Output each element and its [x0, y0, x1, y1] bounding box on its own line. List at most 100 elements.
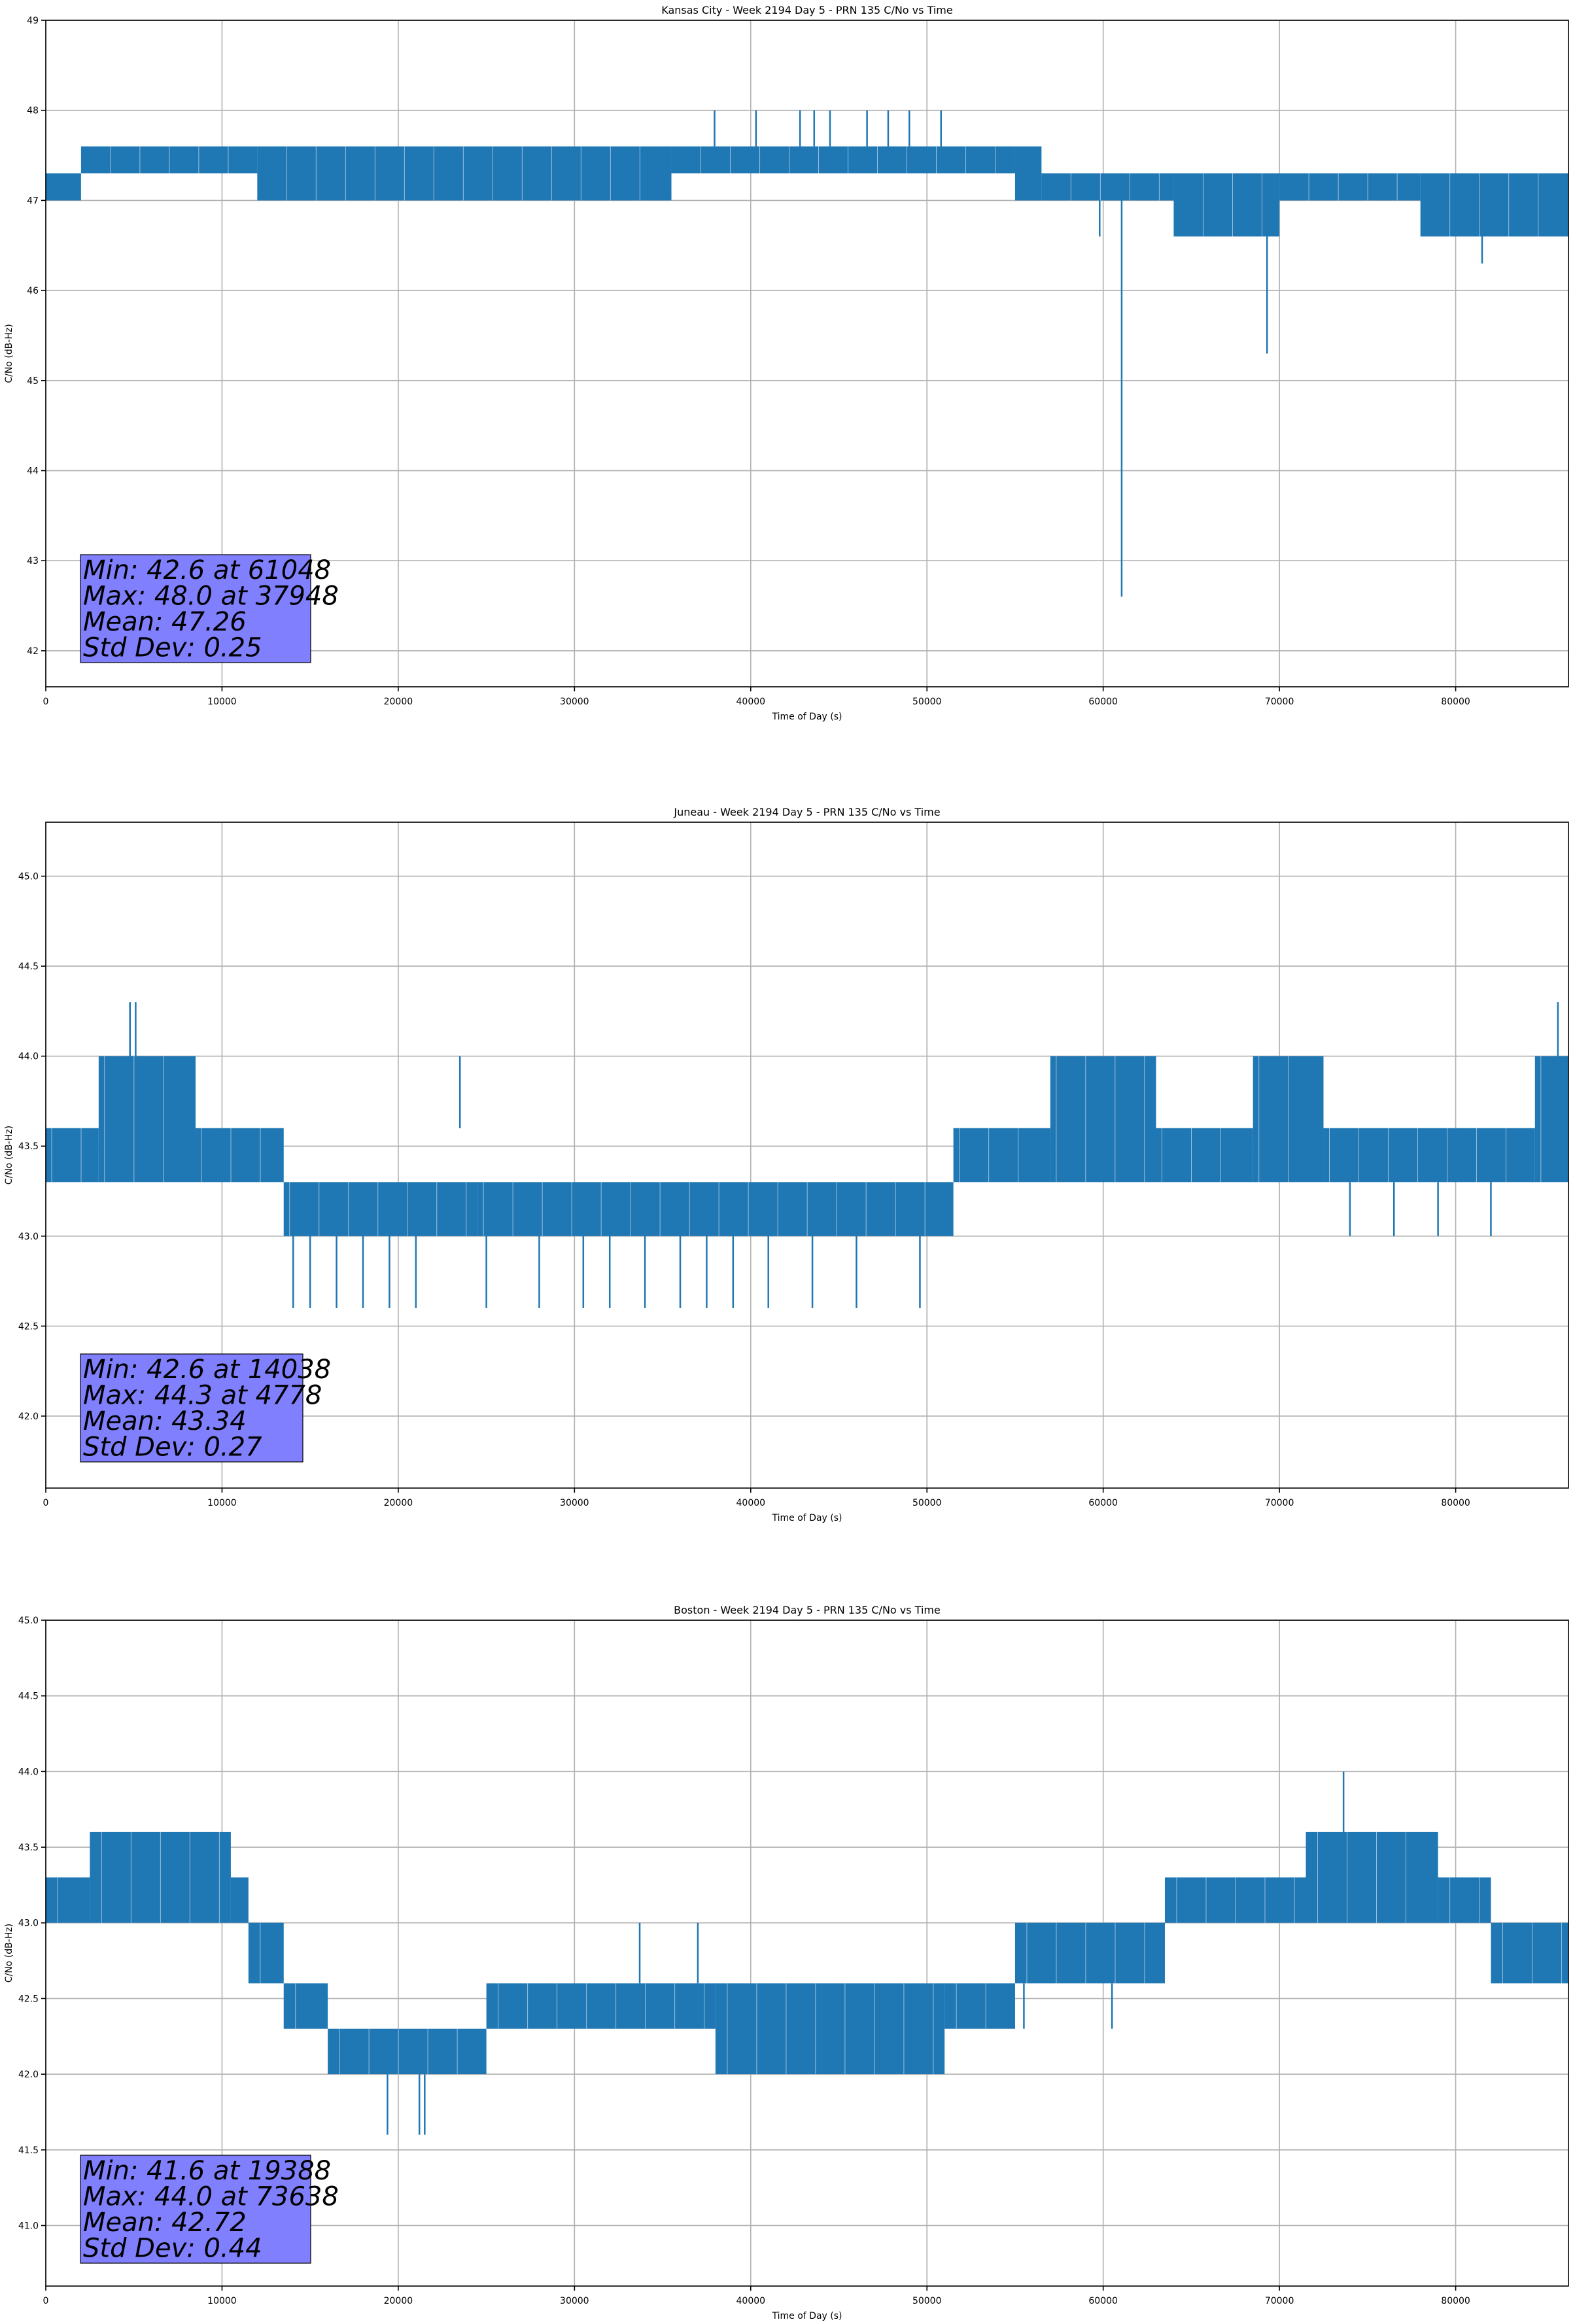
x-tick-label: 20000 [384, 697, 413, 707]
y-tick-label: 49 [27, 16, 39, 26]
chart-panel-2: 0 10000 20000 30000 40000 50000 60000 70000 8000… [4, 1604, 1569, 2321]
stats-max-text: Max: 44.3 at 4778 [83, 1381, 322, 1411]
x-tick-label: 0 [43, 1498, 49, 1508]
x-tick-label: 20000 [384, 2296, 413, 2306]
y-axis-label: C/No (dB-Hz) [4, 1126, 14, 1185]
x-tick-label: 20000 [384, 1498, 413, 1508]
chart-panel-0: 0 10000 20000 30000 40000 50000 60000 70000 8000… [4, 4, 1569, 722]
x-tick-label: 80000 [1441, 697, 1470, 707]
data-band [477, 1182, 954, 1236]
stats-min-text: Min: 42.6 at 14038 [83, 1355, 331, 1385]
x-tick-label: 10000 [207, 697, 237, 707]
data-band [230, 1877, 249, 1923]
y-tick-label: 42 [27, 646, 39, 657]
x-tick-label: 50000 [912, 1498, 942, 1508]
data-band [671, 146, 1015, 174]
stats-max-text: Max: 48.0 at 37948 [83, 581, 339, 612]
y-tick-label: 46 [27, 286, 39, 296]
y-tick-label: 42.0 [18, 1412, 39, 1422]
y-tick-label: 41.0 [18, 2221, 39, 2231]
y-tick-label: 44.0 [18, 1052, 39, 1062]
y-tick-label: 42.5 [18, 1994, 39, 2004]
stats-std-text: Std Dev: 0.27 [83, 1432, 262, 1463]
x-tick-label: 70000 [1265, 697, 1294, 707]
x-tick-label: 40000 [736, 697, 766, 707]
data-band [1491, 1922, 1568, 1984]
x-tick-label: 50000 [912, 697, 942, 707]
data-band [1173, 173, 1280, 237]
axes-frame [45, 20, 1569, 687]
y-axis-label: C/No (dB-Hz) [4, 1924, 14, 1983]
x-tick-label: 80000 [1441, 2296, 1470, 2306]
x-tick-label: 60000 [1088, 697, 1118, 707]
data-band [1420, 173, 1568, 237]
x-axis-label: Time of Day (s) [772, 712, 842, 722]
x-tick-label: 30000 [560, 2296, 589, 2306]
stats-max-text: Max: 44.0 at 73638 [83, 2182, 339, 2212]
data-band [1041, 173, 1174, 201]
stats-box [80, 2155, 311, 2264]
data-band [283, 1182, 478, 1236]
data-band [248, 1922, 284, 1984]
data-band [328, 2028, 487, 2075]
series-line [46, 1002, 1568, 1308]
data-band [486, 1983, 716, 2029]
y-tick-label: 42.0 [18, 2070, 39, 2080]
chart-title: Juneau - Week 2194 Day 5 - PRN 135 C/No … [673, 806, 940, 818]
y-tick-label: 44.5 [18, 962, 39, 972]
y-tick-label: 43 [27, 556, 39, 566]
y-tick-label: 43.0 [18, 1918, 39, 1929]
data-band [1279, 173, 1421, 201]
stats-mean-text: Mean: 47.26 [83, 607, 247, 637]
data-band [196, 1128, 284, 1183]
y-tick-label: 44.5 [18, 1691, 39, 1702]
data-band [1014, 1922, 1165, 1984]
data-band [1156, 1128, 1253, 1183]
data-band [944, 1983, 1015, 2029]
data-band [1014, 146, 1042, 201]
y-tick-label: 47 [27, 196, 39, 206]
x-tick-label: 40000 [736, 2296, 766, 2306]
x-tick-label: 70000 [1265, 2296, 1294, 2306]
stats-mean-text: Mean: 42.72 [83, 2208, 247, 2238]
data-band [715, 1983, 945, 2075]
stats-min-text: Min: 41.6 at 19388 [83, 2156, 331, 2186]
y-tick-label: 43.5 [18, 1141, 39, 1152]
axes-frame [45, 822, 1569, 1489]
x-tick-label: 0 [43, 2296, 49, 2306]
x-tick-label: 10000 [207, 1498, 237, 1508]
y-tick-label: 44 [27, 466, 39, 477]
y-tick-label: 45.0 [18, 872, 39, 882]
x-tick-label: 10000 [207, 2296, 237, 2306]
data-band [953, 1128, 1050, 1183]
y-tick-label: 41.5 [18, 2145, 39, 2156]
data-band [98, 1056, 196, 1183]
y-tick-label: 45 [27, 376, 39, 387]
stats-box [80, 554, 311, 663]
x-tick-label: 80000 [1441, 1498, 1470, 1508]
y-tick-label: 43.5 [18, 1843, 39, 1853]
y-tick-label: 42.5 [18, 1321, 39, 1332]
data-band [1534, 1056, 1568, 1183]
x-tick-label: 40000 [736, 1498, 766, 1508]
chart-title: Kansas City - Week 2194 Day 5 - PRN 135 … [661, 4, 952, 16]
x-axis-label: Time of Day (s) [772, 2311, 842, 2321]
data-band [1050, 1056, 1156, 1183]
y-axis-label: C/No (dB-Hz) [4, 324, 14, 383]
axes-frame [45, 1620, 1569, 2287]
data-band [46, 1877, 90, 1923]
x-tick-label: 70000 [1265, 1498, 1294, 1508]
series-line [46, 1771, 1568, 2135]
y-tick-label: 44.0 [18, 1767, 39, 1777]
x-tick-label: 60000 [1088, 2296, 1118, 2306]
y-tick-label: 45.0 [18, 1616, 39, 1626]
x-tick-label: 30000 [560, 697, 589, 707]
x-tick-label: 30000 [560, 1498, 589, 1508]
y-tick-label: 48 [27, 106, 39, 116]
x-axis-label: Time of Day (s) [772, 1513, 842, 1523]
chart-panel-1: 0 10000 20000 30000 40000 50000 60000 70000 8000… [4, 806, 1569, 1523]
chart-title: Boston - Week 2194 Day 5 - PRN 135 C/No … [674, 1604, 941, 1616]
x-tick-label: 60000 [1088, 1498, 1118, 1508]
